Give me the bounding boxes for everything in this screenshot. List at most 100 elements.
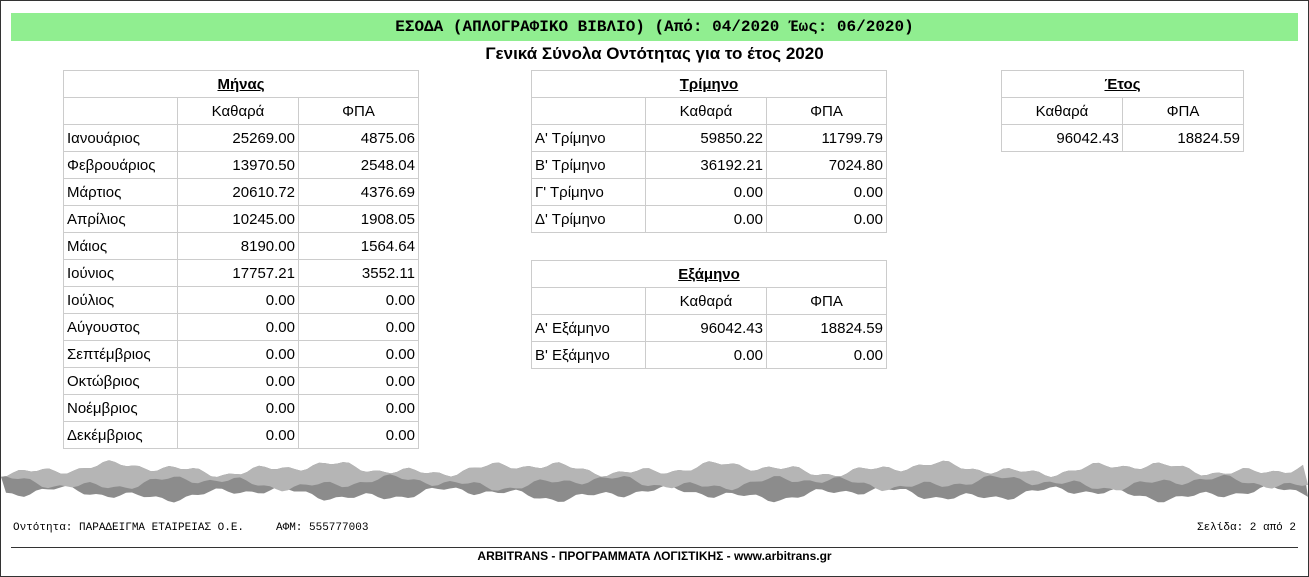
row-label: Σεπτέμβριος xyxy=(63,340,178,368)
amount: 18824.59 xyxy=(766,314,887,342)
data-row: Ιούλιος 0.00 0.00 xyxy=(63,286,419,314)
row-label: Ιούλιος xyxy=(63,286,178,314)
column-header: Καθαρά xyxy=(645,287,767,315)
amount: 10245.00 xyxy=(177,205,299,233)
column-header: ΦΠΑ xyxy=(766,97,887,125)
amount: 13970.50 xyxy=(177,151,299,179)
row-label: Μάρτιος xyxy=(63,178,178,206)
amount: 0.00 xyxy=(645,341,767,369)
column-header: ΦΠΑ xyxy=(298,97,419,125)
title-row: Έτος xyxy=(1001,70,1244,98)
data-row: Απρίλιος 10245.00 1908.05 xyxy=(63,205,419,233)
data-row: Ιανουάριος 25269.00 4875.06 xyxy=(63,124,419,152)
data-row: Δεκέμβριος 0.00 0.00 xyxy=(63,421,419,449)
title-row: Μήνας xyxy=(63,70,419,98)
header-row: Καθαρά ΦΠΑ xyxy=(531,97,887,125)
column-header: ΦΠΑ xyxy=(1122,97,1244,125)
row-label: Ιανουάριος xyxy=(63,124,178,152)
tear-highlight xyxy=(1,460,1308,492)
data-row: Δ' Τρίμηνο 0.00 0.00 xyxy=(531,205,887,233)
row-label: Α' Εξάμηνο xyxy=(531,314,646,342)
amount: 0.00 xyxy=(177,340,299,368)
amount: 59850.22 xyxy=(645,124,767,152)
amount: 1564.64 xyxy=(298,232,419,260)
amount: 0.00 xyxy=(298,367,419,395)
data-row: Α' Εξάμηνο 96042.43 18824.59 xyxy=(531,314,887,342)
row-label: Μάιος xyxy=(63,232,178,260)
report-subtitle: Γενικά Σύνολα Οντότητας για το έτος 2020 xyxy=(485,44,824,63)
brand: ARBITRANS - ΠΡΟΓΡΑΜΜΑΤΑ ΛΟΓΙΣΤΙΚΗΣ - www… xyxy=(477,549,832,563)
amount: 18824.59 xyxy=(1122,124,1244,152)
amount: 0.00 xyxy=(298,421,419,449)
amount: 20610.72 xyxy=(177,178,299,206)
row-label: Α' Τρίμηνο xyxy=(531,124,646,152)
table-title: Εξάμηνο xyxy=(531,260,887,288)
summary-table: Έτος Καθαρά ΦΠΑ 96042.43 18824.59 xyxy=(1001,70,1244,152)
afm: ΑΦΜ: 555777003 xyxy=(276,522,369,534)
amount: 36192.21 xyxy=(645,151,767,179)
row-label: Β' Τρίμηνο xyxy=(531,151,646,179)
summary-table: Εξάμηνο Καθαρά ΦΠΑ Α' Εξάμηνο 96042.43 18824.… xyxy=(531,260,887,369)
row-label: Δεκέμβριος xyxy=(63,421,178,449)
row-label: Αύγουστος xyxy=(63,313,178,341)
amount: 8190.00 xyxy=(177,232,299,260)
amount: 0.00 xyxy=(298,286,419,314)
amount: 0.00 xyxy=(298,394,419,422)
title-row: Εξάμηνο xyxy=(531,260,887,288)
amount: 0.00 xyxy=(766,178,887,206)
summary-table: Τρίμηνο Καθαρά ΦΠΑ Α' Τρίμηνο 59850.22 11799.… xyxy=(531,70,887,233)
amount: 0.00 xyxy=(645,205,767,233)
empty-cell xyxy=(531,287,646,315)
empty-cell xyxy=(63,97,178,125)
title-row: Τρίμηνο xyxy=(531,70,887,98)
amount: 3552.11 xyxy=(298,259,419,287)
summary-table: Μήνας Καθαρά ΦΠΑ Ιανουάριος 25269.00 4875.06 Φ… xyxy=(63,70,419,449)
data-row: Νοέμβριος 0.00 0.00 xyxy=(63,394,419,422)
amount: 25269.00 xyxy=(177,124,299,152)
data-row: Γ' Τρίμηνο 0.00 0.00 xyxy=(531,178,887,206)
column-header: Καθαρά xyxy=(177,97,299,125)
table-title: Μήνας xyxy=(63,70,419,98)
row-label: Β' Εξάμηνο xyxy=(531,341,646,369)
data-row: Μάρτιος 20610.72 4376.69 xyxy=(63,178,419,206)
row-label: Φεβρουάριος xyxy=(63,151,178,179)
amount: 0.00 xyxy=(177,367,299,395)
row-label: Απρίλιος xyxy=(63,205,178,233)
data-row: Αύγουστος 0.00 0.00 xyxy=(63,313,419,341)
table-title: Έτος xyxy=(1001,70,1244,98)
amount: 1908.05 xyxy=(298,205,419,233)
amount: 0.00 xyxy=(177,394,299,422)
amount: 4376.69 xyxy=(298,178,419,206)
empty-cell xyxy=(531,97,646,125)
amount: 0.00 xyxy=(298,340,419,368)
data-row: Α' Τρίμηνο 59850.22 11799.79 xyxy=(531,124,887,152)
amount: 0.00 xyxy=(766,205,887,233)
table-title: Τρίμηνο xyxy=(531,70,887,98)
header-row: Καθαρά ΦΠΑ xyxy=(1001,97,1244,125)
amount: 0.00 xyxy=(177,286,299,314)
data-row: Β' Εξάμηνο 0.00 0.00 xyxy=(531,341,887,369)
column-header: Καθαρά xyxy=(1001,97,1123,125)
column-header: ΦΠΑ xyxy=(766,287,887,315)
report-title: ΕΣΟΔΑ (ΑΠΛΟΓΡΑΦΙΚΟ ΒΙΒΛΙΟ) (Από: 04/2020… xyxy=(11,13,1298,41)
amount: 96042.43 xyxy=(1001,124,1123,152)
amount: 0.00 xyxy=(766,341,887,369)
amount: 0.00 xyxy=(298,313,419,341)
amount: 0.00 xyxy=(177,313,299,341)
row-label: Νοέμβριος xyxy=(63,394,178,422)
amount: 2548.04 xyxy=(298,151,419,179)
row-label: Οκτώβριος xyxy=(63,367,178,395)
data-row: Μάιος 8190.00 1564.64 xyxy=(63,232,419,260)
footer-rule xyxy=(11,547,1298,548)
entity: Οντότητα: ΠΑΡΑΔΕΙΓΜΑ ΕΤΑΙΡΕΙΑΣ Ο.Ε. xyxy=(13,522,245,534)
column-header: Καθαρά xyxy=(645,97,767,125)
data-row: Φεβρουάριος 13970.50 2548.04 xyxy=(63,151,419,179)
data-row: Οκτώβριος 0.00 0.00 xyxy=(63,367,419,395)
row-label: Ιούνιος xyxy=(63,259,178,287)
amount: 11799.79 xyxy=(766,124,887,152)
amount: 17757.21 xyxy=(177,259,299,287)
amount: 0.00 xyxy=(645,178,767,206)
data-row: Σεπτέμβριος 0.00 0.00 xyxy=(63,340,419,368)
page-number: Σελίδα: 2 από 2 xyxy=(1196,522,1296,534)
